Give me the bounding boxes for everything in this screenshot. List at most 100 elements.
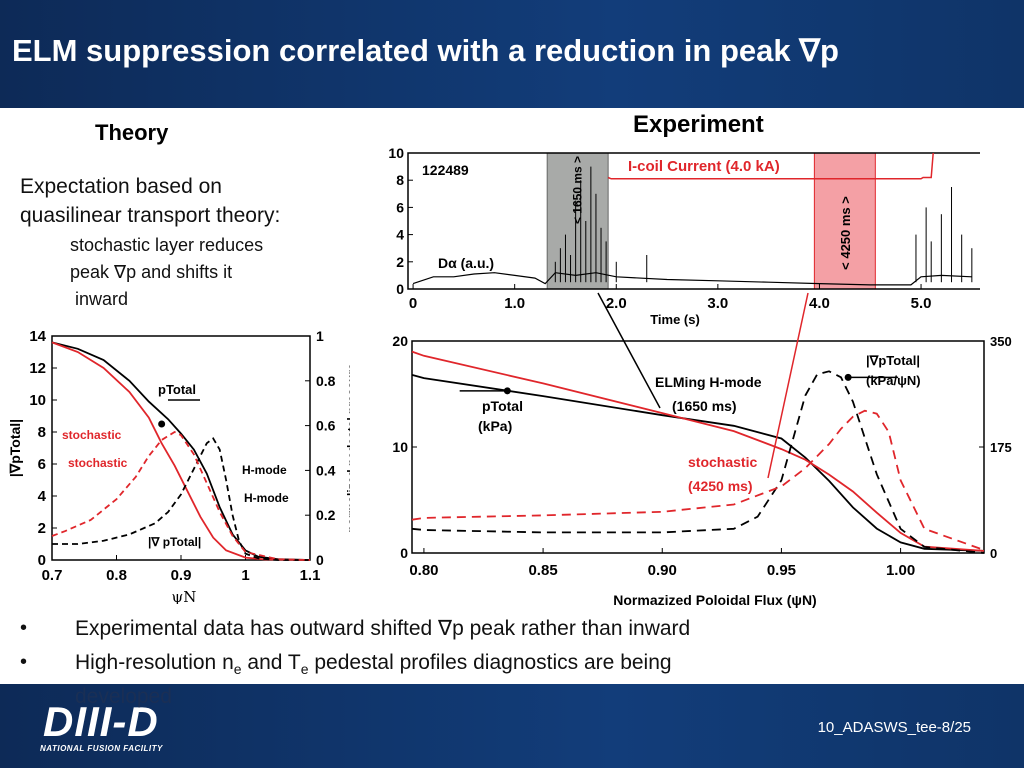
x-tick-label: 1.1 <box>300 567 321 584</box>
time-window-label: < 4250 ms > <box>838 196 853 270</box>
y-tick-label: 12 <box>29 360 46 377</box>
x-tick-label: 0.9 <box>171 567 192 584</box>
experiment-heading: Experiment <box>633 111 764 138</box>
x-tick-label: 1.00 <box>886 562 915 579</box>
x-axis-label: ψN <box>172 588 197 604</box>
y-tick-label: 6 <box>38 456 46 473</box>
experiment-time-chart: 0 1.0 2.0 3.0 4.0 5.0 0 2 4 6 8 10 Time (s) 122489 Dα … <box>388 145 980 327</box>
annotation: H-mode <box>244 491 289 505</box>
bullet-text: High-resolution ne and Te pedestal profi… <box>75 651 672 678</box>
y-tick-label: 14 <box>29 328 46 345</box>
theory-subtext: stochastic layer reduces peak ∇p and shi… <box>70 232 263 313</box>
plot-frame <box>51 335 311 561</box>
plot-frame <box>407 152 980 290</box>
annotation: stochastic <box>62 428 122 442</box>
time-window-band <box>813 152 876 290</box>
bullet-dot: • <box>20 651 28 673</box>
y-tick-label: 0 <box>400 545 408 561</box>
y-tick-label: 4 <box>396 227 404 243</box>
annotation: H-mode <box>242 463 287 477</box>
bullet-dot: • <box>20 617 28 639</box>
annotation: (kPa/ψN) <box>866 373 921 388</box>
x-tick-label: 1 <box>241 567 249 584</box>
series-line <box>411 370 985 554</box>
theory-line-2: quasilinear transport theory: <box>20 204 281 227</box>
y-tick-label: 4 <box>38 488 47 505</box>
theory-sub-1: stochastic layer reduces <box>70 235 264 255</box>
y-tick-label: 8 <box>396 172 404 188</box>
y-tick-label: 20 <box>392 333 408 349</box>
theory-chart: 0.7 0.8 0.9 1 1.10246810121400.20.40.60.81ψN… <box>7 328 350 604</box>
logo-text: DIII-D <box>43 698 159 745</box>
y2-tick-label: 1 <box>316 328 324 344</box>
series-line <box>411 409 985 551</box>
bullet-item: • High-resolution ne and Te pedestal pro… <box>20 646 690 686</box>
theory-line-1: Expectation based on <box>20 175 222 198</box>
time-window-band <box>546 152 609 290</box>
y-tick-label: 10 <box>29 392 46 409</box>
annotation: pTotal <box>158 382 196 397</box>
theory-heading: Theory <box>95 120 169 145</box>
time-window-label: < 1650 ms > <box>571 156 585 224</box>
slide-title: ELM suppression correlated with a reduct… <box>12 33 839 68</box>
bullet-text: Experimental data has outward shifted ∇p… <box>75 617 691 640</box>
theory-sub-3: inward <box>75 289 129 309</box>
y-axis-label: |∇pTotal| <box>7 419 23 477</box>
annotation: |∇pTotal| <box>866 353 920 368</box>
x-axis-label: Time (s) <box>650 312 700 327</box>
annotation: (kPa) <box>478 418 512 434</box>
x-tick-label: 0.8 <box>106 567 127 584</box>
logo-subtitle: NATIONAL FUSION FACILITY <box>40 744 163 753</box>
theory-description: Expectation based on quasilinear transpo… <box>20 172 280 230</box>
y-tick-label: 8 <box>38 424 46 441</box>
x-axis-label: Normazized Poloidal Flux (ψN) <box>613 592 816 608</box>
x-tick-label: 3.0 <box>707 295 728 312</box>
dalpha-trace <box>412 272 972 286</box>
annotation: stochastic <box>688 454 757 470</box>
series-line <box>52 437 310 561</box>
footer-bar: DIII-D NATIONAL FUSION FACILITY 10_ADASW… <box>0 684 1024 768</box>
y-tick-label: 2 <box>396 254 404 270</box>
x-tick-label: 4.0 <box>809 295 830 312</box>
y-tick-label: 6 <box>396 199 404 215</box>
series-line <box>51 341 311 561</box>
x-tick-label: 2.0 <box>606 295 627 312</box>
icoil-label: I-coil Current (4.0 kA) <box>628 158 780 175</box>
y2-axis-label: normalized pedestal pressure <box>345 363 350 533</box>
y-tick-label: 0 <box>396 281 404 297</box>
y2-tick-label: 0 <box>316 552 324 568</box>
y-tick-label: 2 <box>38 520 46 537</box>
y2-tick-label: 0.8 <box>316 373 336 389</box>
annotation: |∇ pTotal| <box>148 535 201 549</box>
x-tick-label: 0.90 <box>648 562 677 579</box>
y-tick-label: 0 <box>38 552 46 569</box>
annotation: ELMing H-mode <box>655 374 762 390</box>
x-tick-label: 5.0 <box>911 295 932 312</box>
annotation: (4250 ms) <box>688 478 753 494</box>
slide-identifier: 10_ADASWS_tee-8/25 <box>817 719 971 736</box>
bullet-overflow-text: developed <box>75 685 172 708</box>
diii-d-logo: DIII-D NATIONAL FUSION FACILITY <box>35 696 175 756</box>
series-line <box>51 341 311 561</box>
y2-tick-label: 350 <box>990 334 1012 349</box>
annotation: pTotal <box>482 398 523 414</box>
y-tick-label: 10 <box>388 145 404 161</box>
annotation: stochastic <box>68 456 128 470</box>
bullet-item: • Experimental data has outward shifted … <box>20 612 690 646</box>
x-tick-label: 1.0 <box>504 295 525 312</box>
y2-tick-label: 175 <box>990 440 1012 455</box>
y2-tick-label: 0.6 <box>316 418 336 434</box>
experiment-profile-chart: 0.80 0.85 0.90 0.95 1.00 0 10 20 0 175 350 Normaziz… <box>392 333 1012 608</box>
annotation: (1650 ms) <box>672 398 737 414</box>
dalpha-label: Dα (a.u.) <box>438 255 494 271</box>
y-tick-label: 10 <box>392 439 408 455</box>
x-tick-label: 0.95 <box>767 562 796 579</box>
series-line <box>51 430 311 561</box>
x-tick-label: 0.7 <box>42 567 63 584</box>
y2-tick-label: 0.2 <box>316 507 336 523</box>
theory-sub-2: peak ∇p and shifts it <box>70 262 233 282</box>
icoil-trace <box>607 152 934 180</box>
x-tick-label: 0 <box>409 295 417 312</box>
shot-number: 122489 <box>422 162 469 178</box>
bullet-list: • Experimental data has outward shifted … <box>20 612 690 686</box>
